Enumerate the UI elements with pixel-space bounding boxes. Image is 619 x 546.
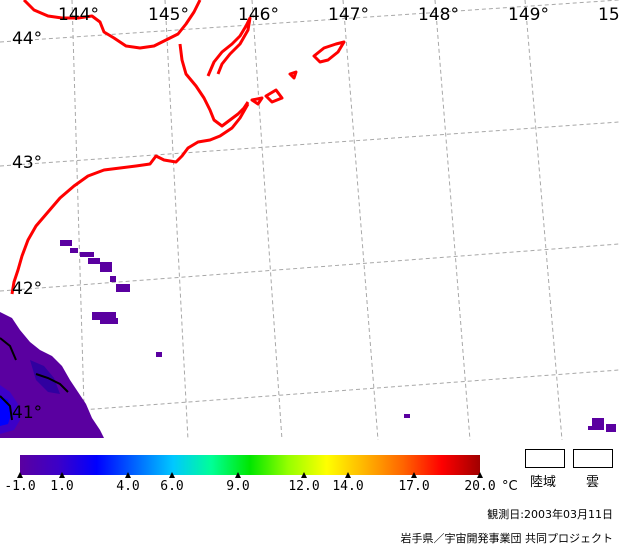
colorbar-tick-label: 14.0	[332, 479, 364, 494]
lon-label-144: 144°	[58, 5, 99, 25]
lat-label-41: 41°	[12, 403, 42, 423]
coastline-shikotan	[312, 40, 346, 64]
coastline-islet-1	[250, 96, 264, 106]
coastline-shiretoko	[178, 43, 250, 128]
sst-patches	[0, 240, 616, 438]
parallel-44	[0, 0, 619, 43]
land-swatch	[525, 449, 565, 468]
colorbar-tick-label: 4.0	[116, 479, 140, 494]
parallel-42	[0, 243, 619, 292]
cloud-label: 雲	[586, 475, 600, 490]
coastline-islet-3	[288, 70, 298, 80]
coastline-hokkaido-east	[22, 0, 202, 50]
lat-label-42: 42°	[12, 279, 42, 299]
colorbar-tick-label: -1.0	[4, 479, 36, 494]
sst-patch-southwest	[0, 312, 104, 438]
cloud-swatch	[573, 449, 613, 468]
sst-map: 144° 145° 146° 147° 148° 149° 15 44° 43°…	[0, 0, 619, 441]
credit-line: 岩手県／宇宙開発事業団 共同プロジェクト	[400, 532, 614, 545]
coastline-islet-2	[264, 88, 284, 104]
observation-date: 観測日:2003年03月11日	[487, 508, 613, 521]
lat-label-43: 43°	[12, 153, 42, 173]
temperature-colorbar	[20, 455, 480, 475]
lon-label-149: 149°	[508, 5, 549, 25]
longitude-labels: 144° 145° 146° 147° 148° 149° 15	[58, 5, 619, 25]
lat-label-44: 44°	[12, 29, 42, 49]
graticule	[0, 0, 619, 441]
colorbar-tick-label: 9.0	[226, 479, 250, 494]
lon-label-146: 146°	[238, 5, 279, 25]
meridian-145	[164, 0, 189, 441]
meridian-147	[342, 0, 379, 441]
coastline-kunashiri	[206, 16, 252, 77]
coastline	[10, 0, 346, 295]
meridian-148	[434, 0, 471, 441]
parallel-43	[0, 121, 619, 167]
lon-label-147: 147°	[328, 5, 369, 25]
colorbar-tick-label: 20.0	[464, 479, 496, 494]
latitude-labels: 44° 43° 42° 41°	[12, 29, 42, 423]
coastline-nemuro	[10, 103, 250, 295]
meridian-149	[524, 0, 563, 441]
temperature-unit: °C	[502, 479, 518, 494]
colorbar-tick-label: 17.0	[398, 479, 430, 494]
sst-patch-core	[0, 396, 12, 426]
sst-specks	[60, 240, 616, 432]
isotherm-contour	[0, 337, 69, 421]
colorbar-fill	[20, 455, 480, 475]
lon-label-150: 15	[598, 5, 619, 25]
meridian-144	[71, 0, 86, 441]
land-label: 陸域	[530, 475, 557, 490]
colorbar-ticks	[17, 472, 483, 478]
lon-label-148: 148°	[418, 5, 459, 25]
colorbar-tick-label: 12.0	[288, 479, 320, 494]
colorbar-tick-label: 1.0	[50, 479, 74, 494]
meridian-146	[251, 0, 283, 441]
parallel-41	[0, 369, 619, 417]
colorbar-tick-label: 6.0	[160, 479, 184, 494]
lon-label-145: 145°	[148, 5, 189, 25]
